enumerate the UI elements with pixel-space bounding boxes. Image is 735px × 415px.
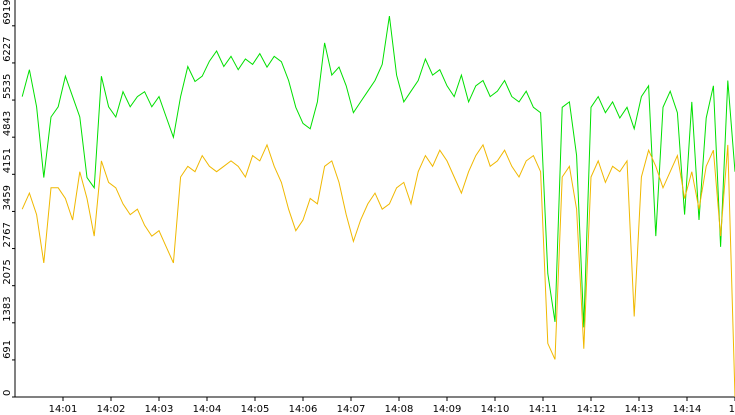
y-tick-label: 3459: [2, 185, 13, 210]
x-tick-label: 14: [729, 404, 735, 415]
x-tick-label: 14:01: [49, 404, 78, 415]
x-tick-label: 14:06: [289, 404, 318, 415]
y-tick-label: 0: [2, 390, 13, 396]
y-tick-label: 2075: [2, 259, 13, 284]
series-line: [21, 143, 735, 398]
y-tick-label: 4151: [2, 148, 13, 173]
series-line: [21, 16, 735, 328]
x-tick-label: 14:04: [193, 404, 222, 415]
x-tick-label: 14:11: [529, 404, 558, 415]
x-tick-label: 14:02: [97, 404, 126, 415]
x-tick-label: 14:05: [241, 404, 270, 415]
y-tick-label: 4843: [2, 111, 13, 136]
x-tick-label: 14:13: [625, 404, 654, 415]
x-tick-label: 14:12: [577, 404, 606, 415]
y-tick-label: 1383: [2, 296, 13, 321]
y-tick-label: 2767: [2, 222, 13, 247]
x-tick-label: 14:03: [145, 404, 174, 415]
y-tick-label: 691: [2, 340, 13, 359]
x-tick-label: 14:10: [481, 404, 510, 415]
y-tick-label: 6227: [2, 36, 13, 61]
x-tick-label: 14:08: [385, 404, 414, 415]
x-tick-label: 14:09: [433, 404, 462, 415]
y-tick-label: 6919: [2, 0, 13, 25]
y-tick-label: 5535: [2, 74, 13, 99]
x-tick-label: 14:07: [337, 404, 366, 415]
x-tick-label: 14:14: [673, 404, 702, 415]
